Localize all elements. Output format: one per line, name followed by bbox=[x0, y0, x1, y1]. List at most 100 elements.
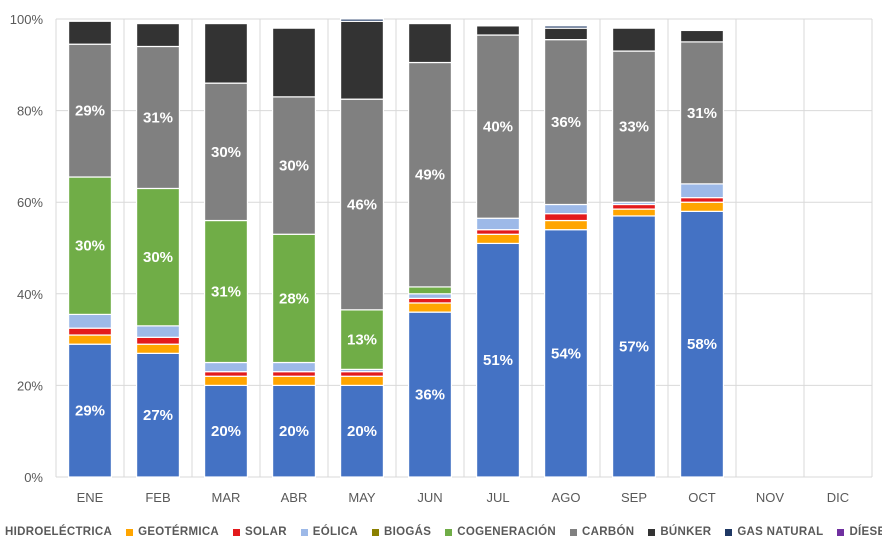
bar-segment bbox=[135, 336, 181, 345]
legend-item: DÍESEI bbox=[837, 526, 882, 538]
bar-segment bbox=[543, 39, 589, 206]
bar-segment bbox=[339, 309, 385, 370]
data-label: 20% bbox=[279, 423, 309, 440]
legend-label: DÍESEI bbox=[849, 526, 882, 538]
data-label: 57% bbox=[619, 338, 649, 355]
data-label: 31% bbox=[143, 109, 173, 126]
legend-item: EÓLICA bbox=[300, 526, 358, 538]
chart-canvas: 0% 20% 40% 60% 80% 100% 29% 30% 29% ENE 27% 30% 31% F… bbox=[10, 12, 873, 505]
bar-segment bbox=[271, 27, 317, 98]
legend-swatch bbox=[300, 528, 308, 536]
bar-segment bbox=[679, 210, 725, 478]
bar-segment bbox=[67, 313, 113, 329]
bar-segment bbox=[135, 325, 181, 338]
bar-segment bbox=[475, 25, 521, 36]
legend-item: HIDROELÉCTRICA bbox=[0, 526, 112, 538]
data-label: 30% bbox=[211, 144, 241, 161]
legend-swatch bbox=[570, 528, 578, 536]
legend-label: HIDROELÉCTRICA bbox=[5, 526, 113, 538]
data-label: 29% bbox=[75, 103, 105, 120]
bar-segment bbox=[611, 208, 657, 217]
bar-segment bbox=[135, 187, 181, 327]
bar-segment bbox=[339, 371, 385, 377]
data-label: 58% bbox=[687, 336, 717, 353]
data-label: 28% bbox=[279, 290, 309, 307]
bar-segment bbox=[679, 197, 725, 203]
data-label: 49% bbox=[415, 167, 445, 184]
data-label: 51% bbox=[483, 352, 513, 369]
bar-segment bbox=[407, 286, 453, 295]
legend-label: CARBÓN bbox=[582, 526, 635, 538]
bar-segment bbox=[543, 203, 589, 215]
legend-swatch bbox=[126, 528, 134, 536]
legend-item: BIOGÁS bbox=[372, 526, 431, 538]
bar-segment bbox=[271, 361, 317, 373]
bar-segment bbox=[271, 96, 317, 235]
legend-label: BÚNKER bbox=[660, 526, 712, 538]
data-label: 20% bbox=[211, 423, 241, 440]
bar-segment bbox=[135, 352, 181, 478]
bar-segment bbox=[339, 384, 385, 478]
data-label: 31% bbox=[211, 284, 241, 301]
bar-segment bbox=[407, 293, 453, 299]
bar-segment bbox=[611, 50, 657, 203]
data-label: 40% bbox=[483, 119, 513, 136]
x-tick-label: DIC bbox=[827, 490, 849, 505]
bar-segment bbox=[339, 98, 385, 311]
data-label: 29% bbox=[75, 403, 105, 420]
bar-segment bbox=[475, 229, 521, 235]
y-tick-label: 80% bbox=[17, 104, 43, 119]
bar-segment bbox=[407, 297, 453, 304]
bar-segment bbox=[203, 219, 249, 364]
bar-segment bbox=[679, 29, 725, 43]
data-label: 36% bbox=[551, 114, 581, 131]
bar-segment bbox=[611, 203, 657, 210]
bar-segment bbox=[543, 27, 589, 41]
bar-segment bbox=[67, 334, 113, 345]
legend-label: GEOTÉRMICA bbox=[138, 526, 220, 538]
chart-legend: HIDROELÉCTRICA GEOTÉRMICA SOLAR EÓLICA BIOGÁ… bbox=[0, 522, 882, 542]
x-tick-label: JUL bbox=[486, 490, 509, 505]
data-label: 30% bbox=[143, 249, 173, 266]
bar-segment bbox=[543, 219, 589, 231]
bar-segment bbox=[271, 371, 317, 377]
data-label: 33% bbox=[619, 119, 649, 136]
bar-segment bbox=[475, 233, 521, 245]
y-tick-label: 100% bbox=[10, 12, 44, 27]
legend-label: SOLAR bbox=[245, 526, 287, 538]
bar-segment bbox=[339, 20, 385, 100]
x-tick-label: JUN bbox=[417, 490, 442, 505]
bar-segment bbox=[543, 213, 589, 222]
data-label: 13% bbox=[347, 332, 377, 349]
legend-swatch bbox=[445, 528, 453, 536]
bar-segment bbox=[67, 327, 113, 336]
bar-segment bbox=[543, 25, 589, 29]
bar-segment bbox=[339, 18, 385, 22]
data-label: 31% bbox=[687, 105, 717, 122]
y-tick-label: 40% bbox=[17, 287, 43, 302]
legend-label: GAS NATURAL bbox=[737, 526, 824, 538]
legend-item: CARBÓN bbox=[570, 526, 634, 538]
data-label: 30% bbox=[75, 238, 105, 255]
bar-segment bbox=[475, 217, 521, 231]
data-label: 36% bbox=[415, 387, 445, 404]
bar-segment bbox=[203, 384, 249, 478]
bar-segment bbox=[135, 45, 181, 190]
x-tick-label: FEB bbox=[145, 490, 170, 505]
data-label: 46% bbox=[347, 196, 377, 213]
legend-swatch bbox=[372, 528, 380, 536]
legend-item: GEOTÉRMICA bbox=[126, 526, 219, 538]
bar-segment bbox=[679, 183, 725, 199]
y-tick-label: 60% bbox=[17, 195, 43, 210]
data-label: 27% bbox=[143, 407, 173, 424]
x-tick-label: AGO bbox=[552, 490, 581, 505]
bar-segment bbox=[271, 375, 317, 386]
bar-segment bbox=[475, 34, 521, 219]
x-tick-label: OCT bbox=[688, 490, 716, 505]
bar-segment bbox=[271, 384, 317, 478]
data-label: 20% bbox=[347, 423, 377, 440]
bar-segment bbox=[407, 311, 453, 478]
bar-segment bbox=[407, 61, 453, 288]
bar-segment bbox=[203, 375, 249, 386]
legend-swatch bbox=[725, 528, 733, 536]
